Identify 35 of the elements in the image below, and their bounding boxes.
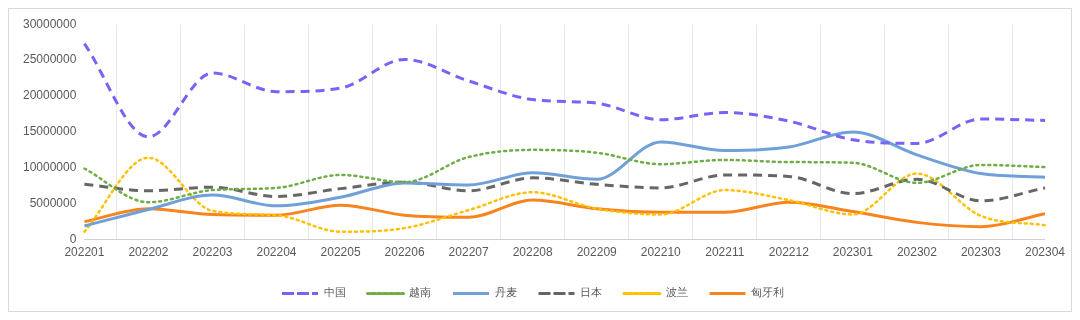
- x-tick-label: 202208: [512, 245, 554, 260]
- x-tick-label: 202302: [896, 245, 938, 260]
- line-series: [82, 42, 1047, 145]
- x-tick-label: 202203: [192, 245, 233, 260]
- line-series: [83, 148, 1047, 204]
- legend-label: 越南: [409, 286, 431, 300]
- line-series: [82, 198, 1047, 229]
- y-tick-label: 10000000: [23, 160, 77, 175]
- legend-label: 匈牙利: [751, 286, 784, 300]
- y-tick-label: 5000000: [29, 196, 77, 211]
- x-tick-label: 202211: [705, 245, 745, 260]
- legend-label: 波兰: [665, 286, 688, 300]
- x-tick-label: 202204: [256, 245, 297, 260]
- line-series: [82, 130, 1047, 228]
- y-tick-label: 25000000: [23, 52, 77, 67]
- y-tick-label: 20000000: [23, 88, 77, 103]
- x-tick-label: 202202: [128, 245, 169, 260]
- line-series: [83, 156, 1047, 233]
- legend-label: 日本: [580, 286, 602, 300]
- x-tick-label: 202209: [576, 245, 618, 260]
- y-tick-label: 15000000: [23, 124, 77, 139]
- x-tick-label: 202304: [1024, 245, 1066, 260]
- x-tick-label: 202212: [768, 245, 810, 260]
- line-series: [82, 173, 1047, 203]
- x-tick-label: 202303: [960, 245, 1002, 260]
- x-tick-label: 202207: [448, 245, 489, 260]
- x-tick-label: 202301: [832, 245, 874, 260]
- x-tick-label: 202205: [320, 245, 361, 260]
- y-tick-label: 30000000: [23, 16, 77, 31]
- y-tick-label: 0: [69, 231, 77, 246]
- legend-label: 中国: [323, 286, 346, 300]
- x-tick-label: 202210: [640, 245, 682, 260]
- x-tick-label: 202201: [64, 245, 105, 260]
- x-tick-label: 202206: [384, 245, 425, 260]
- legend-label: 丹麦: [494, 286, 517, 300]
